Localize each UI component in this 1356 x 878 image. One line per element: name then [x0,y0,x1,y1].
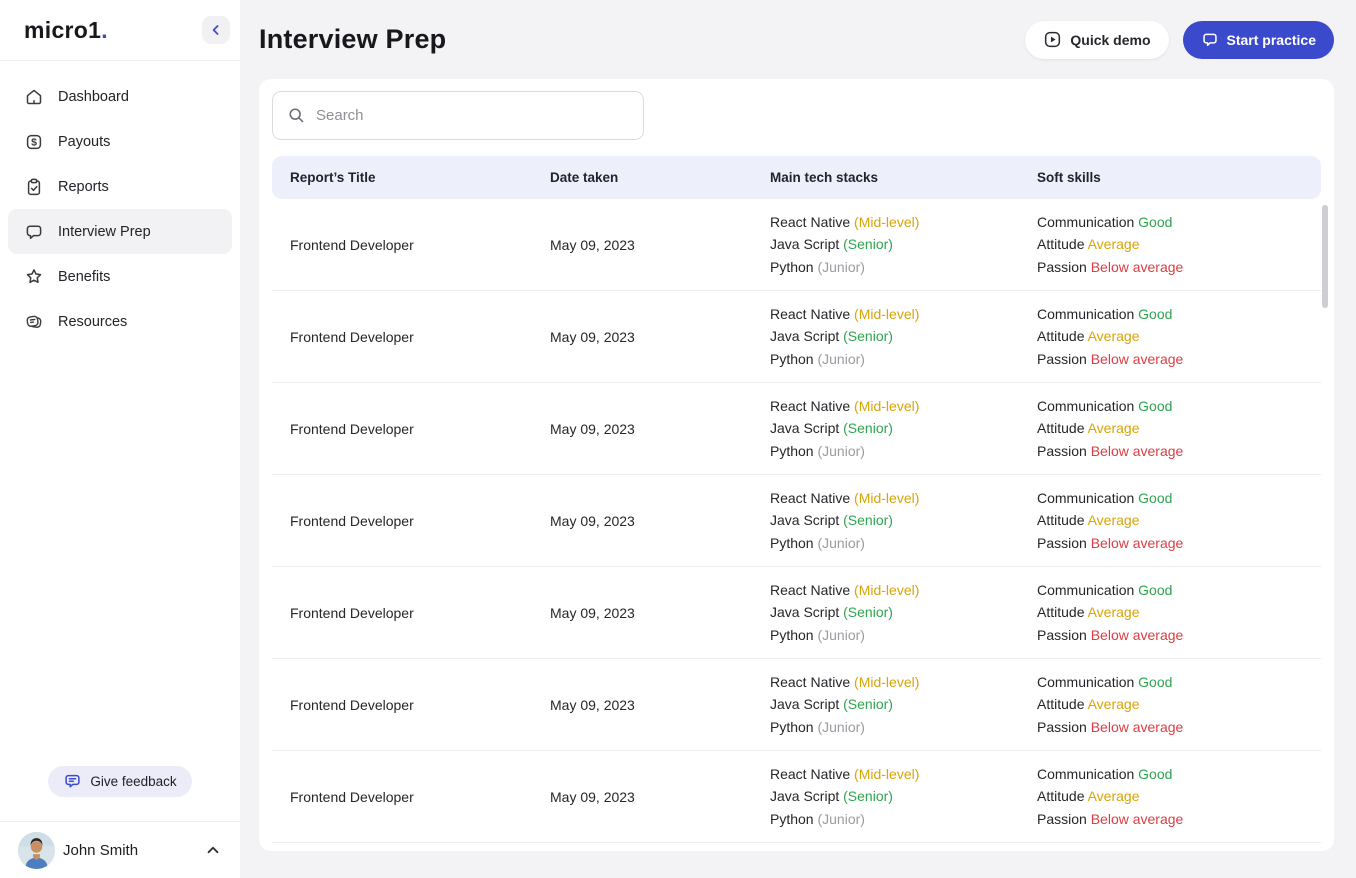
report-title-cell: Frontend Developer [290,788,414,805]
tech-stacks-cell: React Native (Mid-level) Java Script (Sen… [770,305,920,367]
sidebar-item-label: Benefits [58,268,111,285]
search-icon [287,106,306,125]
sidebar-item-label: Payouts [58,133,111,150]
soft-skills-cell: Communication Good Attitude Average Passio… [1037,765,1184,827]
tech-stacks-cell: React Native (Mid-level) Java Script (Sen… [770,489,920,551]
sidebar-item-label: Interview Prep [58,223,151,240]
sidebar-item-interview-prep[interactable]: Interview Prep [8,209,232,254]
dollar-icon: $ [24,132,44,152]
table-scrollbar[interactable] [1322,205,1328,308]
brand-logo: micro1. [24,17,108,44]
soft-skills-cell: Communication Good Attitude Average Passio… [1037,305,1184,367]
report-title-cell: Frontend Developer [290,696,414,713]
report-title-cell: Frontend Developer [290,604,414,621]
report-title-cell: Frontend Developer [290,420,414,437]
page-title: Interview Prep [259,24,447,54]
avatar [18,831,55,869]
chevron-left-icon [208,22,224,38]
table-row[interactable]: Frontend Developer May 09, 2023 React Na… [272,567,1321,659]
date-taken-cell: May 09, 2023 [550,604,635,621]
sidebar-bottom: Give feedback John Smith [0,766,240,878]
reports-card: Report’s Title Date taken Main tech stac… [259,79,1334,851]
chat-bubble-icon [1201,31,1219,49]
give-feedback-label: Give feedback [90,774,177,789]
sidebar-item-payouts[interactable]: $ Payouts [8,119,232,164]
tech-stacks-cell: React Native (Mid-level) Java Script (Sen… [770,213,920,275]
table-row[interactable]: Frontend Developer May 09, 2023 React Na… [272,383,1321,475]
brand-logo-text: micro1 [24,16,102,43]
play-icon [1043,30,1062,49]
table-header: Report’s Title Date taken Main tech stac… [272,156,1321,199]
chevron-up-icon [204,841,222,859]
star-icon [24,267,44,287]
sidebar: micro1. Dashboard $ Payouts Reports [0,0,240,878]
date-taken-cell: May 09, 2023 [550,512,635,529]
soft-skills-cell: Communication Good Attitude Average Passio… [1037,581,1184,643]
date-taken-cell: May 09, 2023 [550,696,635,713]
report-title-cell: Frontend Developer [290,328,414,345]
date-taken-cell: May 09, 2023 [550,236,635,253]
column-header-soft-skills: Soft skills [1037,170,1101,185]
column-header-report-title: Report’s Title [290,170,376,185]
give-feedback-button[interactable]: Give feedback [48,766,192,797]
date-taken-cell: May 09, 2023 [550,788,635,805]
table-row[interactable]: Frontend Developer May 09, 2023 React Na… [272,751,1321,843]
brand-logo-dot: . [101,16,108,43]
search-input[interactable] [316,107,629,124]
sidebar-item-reports[interactable]: Reports [8,164,232,209]
sidebar-collapse-button[interactable] [202,16,230,44]
cards-icon [24,312,44,332]
date-taken-cell: May 09, 2023 [550,328,635,345]
soft-skills-cell: Communication Good Attitude Average Passio… [1037,673,1184,735]
table-row[interactable]: Frontend Developer May 09, 2023 React Na… [272,475,1321,567]
table-row[interactable]: Frontend Developer May 09, 2023 React Na… [272,199,1321,291]
svg-text:$: $ [31,136,37,148]
tech-stacks-cell: React Native (Mid-level) Java Script (Sen… [770,765,920,827]
sidebar-item-label: Dashboard [58,88,129,105]
start-practice-button[interactable]: Start practice [1182,20,1334,59]
tech-stacks-cell: React Native (Mid-level) Java Script (Sen… [770,397,920,459]
feedback-chat-icon [63,772,82,791]
tech-stacks-cell: React Native (Mid-level) Java Script (Sen… [770,673,920,735]
soft-skills-cell: Communication Good Attitude Average Passio… [1037,397,1184,459]
table-row[interactable]: Frontend Developer May 09, 2023 React Na… [272,291,1321,383]
column-header-date-taken: Date taken [550,170,619,185]
user-menu[interactable]: John Smith [0,821,240,878]
column-header-tech-stacks: Main tech stacks [770,170,879,185]
quick-demo-label: Quick demo [1070,31,1151,48]
search-box [272,91,644,140]
sidebar-item-benefits[interactable]: Benefits [8,254,232,299]
start-practice-label: Start practice [1226,31,1316,48]
user-name: John Smith [63,841,139,859]
table-row[interactable]: Frontend Developer May 09, 2023 React Na… [272,659,1321,751]
page-header: Interview Prep Quick demo Start practice [259,0,1334,79]
sidebar-item-label: Reports [58,178,109,195]
date-taken-cell: May 09, 2023 [550,420,635,437]
sidebar-item-resources[interactable]: Resources [8,299,232,344]
sidebar-header: micro1. [0,0,240,61]
sidebar-item-dashboard[interactable]: Dashboard [8,74,232,119]
tech-stacks-cell: React Native (Mid-level) Java Script (Sen… [770,581,920,643]
sidebar-nav: Dashboard $ Payouts Reports Interview Pr… [0,61,240,344]
clipboard-icon [24,177,44,197]
main-content: Interview Prep Quick demo Start practice… [240,0,1356,878]
soft-skills-cell: Communication Good Attitude Average Passio… [1037,489,1184,551]
home-icon [24,87,44,107]
report-title-cell: Frontend Developer [290,512,414,529]
table-body: Frontend Developer May 09, 2023 React Na… [272,199,1321,843]
user-menu-toggle[interactable] [202,839,224,861]
soft-skills-cell: Communication Good Attitude Average Passio… [1037,213,1184,275]
report-title-cell: Frontend Developer [290,236,414,253]
sidebar-item-label: Resources [58,313,128,330]
quick-demo-button[interactable]: Quick demo [1025,20,1169,59]
chat-icon [24,222,44,242]
